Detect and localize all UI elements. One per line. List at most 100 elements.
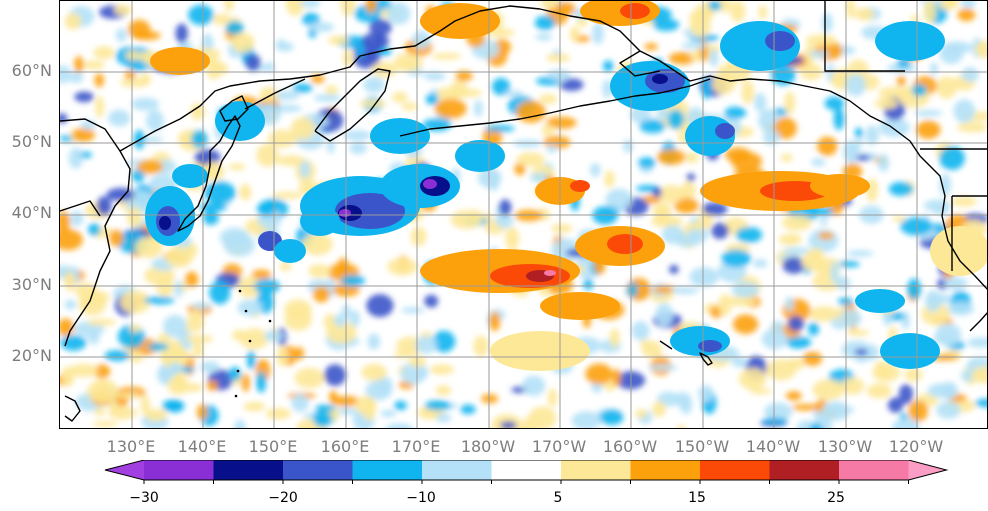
field-patch <box>556 70 567 84</box>
island-dot <box>268 319 272 323</box>
field-patch <box>839 309 862 328</box>
field-patch <box>359 99 387 108</box>
field-feature <box>855 289 905 313</box>
field-patch <box>846 144 862 154</box>
field-patch <box>363 77 385 93</box>
field-patch <box>299 160 311 179</box>
field-patch <box>947 302 975 316</box>
field-patch <box>365 1 377 14</box>
field-patch <box>394 400 407 411</box>
field-patch <box>615 371 646 390</box>
field-feature <box>300 206 340 236</box>
coastlines <box>60 1 987 422</box>
field-patch <box>684 152 699 164</box>
lon-label-160w: 160°W <box>602 437 658 456</box>
field-patch <box>74 56 84 73</box>
field-patch <box>82 60 105 70</box>
field-patch <box>812 379 845 401</box>
field-patch <box>911 84 927 97</box>
field-patch <box>60 211 71 233</box>
colorbar-extend-low <box>105 460 144 480</box>
field-patch <box>231 32 255 53</box>
field-patch <box>393 53 423 72</box>
field-patch <box>936 76 957 99</box>
colorbar-tick-neg10: −10 <box>406 490 436 506</box>
field-patch <box>676 425 687 428</box>
field-feature <box>150 47 210 75</box>
field-patch <box>653 18 680 32</box>
field-patch <box>68 71 84 83</box>
field-feature <box>339 209 351 217</box>
field-patch <box>206 380 218 391</box>
field-patch <box>892 216 906 222</box>
lon-label-180w: 180°W <box>460 437 516 456</box>
siberia-coast <box>119 5 541 152</box>
field-patch <box>896 75 906 87</box>
field-patch <box>576 17 588 27</box>
field-patch <box>639 119 666 134</box>
field-patch <box>738 368 767 390</box>
field-patch <box>385 423 413 428</box>
field-patch <box>386 2 411 25</box>
field-patch <box>450 210 483 230</box>
field-patch <box>495 213 514 229</box>
field-patch <box>93 46 115 60</box>
field-patch <box>367 333 381 350</box>
hawaii-islands-b <box>699 352 713 366</box>
field-patch <box>932 335 953 343</box>
field-patch <box>866 383 892 399</box>
field-patch <box>923 199 951 212</box>
field-patch <box>391 91 408 103</box>
island-dot <box>236 369 240 373</box>
field-patch <box>340 1 356 17</box>
field-patch <box>923 1 936 24</box>
field-patch <box>559 78 584 91</box>
map-panel <box>59 0 988 429</box>
japan-hokkaido <box>219 95 249 122</box>
field-patch <box>609 328 620 348</box>
anomaly-field-map <box>60 1 987 428</box>
field-patch <box>453 88 483 98</box>
field-patch <box>735 226 763 243</box>
field-patch <box>925 290 942 313</box>
field-patch <box>668 52 696 65</box>
field-patch <box>833 107 845 131</box>
field-patch <box>197 404 208 421</box>
field-patch <box>500 421 517 428</box>
field-patch <box>237 276 262 298</box>
field-feature <box>159 216 171 230</box>
field-patch <box>904 367 923 382</box>
field-patch <box>590 163 601 177</box>
field-patch <box>266 407 291 420</box>
field-patch <box>845 1 855 19</box>
field-patch <box>602 60 614 72</box>
field-patch <box>119 78 151 88</box>
field-feature <box>765 31 795 51</box>
field-patch <box>114 4 133 16</box>
colorbar-tick-neg20: −20 <box>268 490 298 506</box>
field-patch <box>60 65 71 84</box>
field-patch <box>92 420 119 428</box>
field-patch <box>604 170 615 188</box>
hawaii-islands-a <box>659 340 673 350</box>
field-patch <box>854 348 868 356</box>
field-feature <box>455 140 505 172</box>
field-patch <box>960 1 977 8</box>
field-patch <box>64 12 82 30</box>
field-patch <box>95 95 105 118</box>
field-patch <box>363 398 376 421</box>
field-patch <box>516 152 545 167</box>
field-patch <box>313 94 342 102</box>
field-patch <box>516 100 546 123</box>
field-patch <box>717 65 732 76</box>
field-patch <box>74 91 94 103</box>
lon-label-120w: 120°W <box>888 437 944 456</box>
field-patch <box>631 321 650 341</box>
field-patch <box>782 214 812 231</box>
field-patch <box>191 302 212 310</box>
field-patch <box>929 62 939 76</box>
field-patch <box>333 313 347 327</box>
field-patch <box>143 296 175 305</box>
field-patch <box>361 32 390 50</box>
field-patch <box>644 43 658 51</box>
